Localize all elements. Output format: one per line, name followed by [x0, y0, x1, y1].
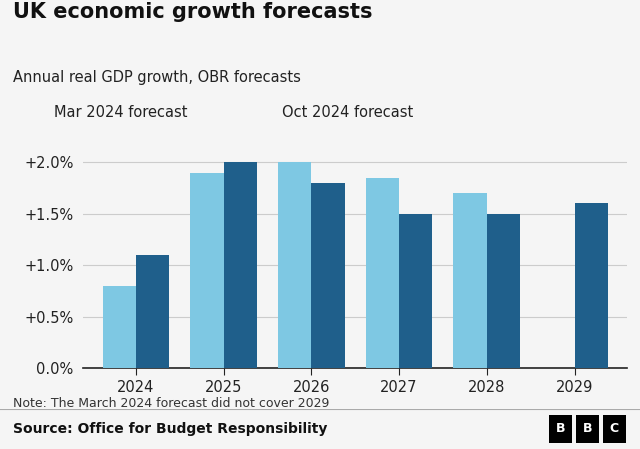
Text: Mar 2024 forecast: Mar 2024 forecast [54, 105, 188, 120]
Bar [575, 203, 608, 368]
Bar [487, 214, 520, 368]
Bar [399, 214, 433, 368]
Bar [223, 162, 257, 368]
Bar [549, 415, 572, 443]
Text: Annual real GDP growth, OBR forecasts: Annual real GDP growth, OBR forecasts [13, 70, 301, 84]
Bar [102, 286, 136, 368]
Bar [136, 255, 169, 368]
Bar [190, 172, 223, 368]
Text: C: C [610, 423, 619, 435]
Bar [311, 183, 345, 368]
Bar [278, 162, 311, 368]
Text: UK economic growth forecasts: UK economic growth forecasts [13, 2, 372, 22]
Text: B: B [556, 423, 565, 435]
Text: B: B [583, 423, 592, 435]
Bar [576, 415, 599, 443]
Text: Source: Office for Budget Responsibility: Source: Office for Budget Responsibility [13, 422, 327, 436]
Text: Oct 2024 forecast: Oct 2024 forecast [282, 105, 413, 120]
Bar [454, 193, 487, 368]
Bar [365, 178, 399, 368]
Bar [603, 415, 626, 443]
Text: Note: The March 2024 forecast did not cover 2029: Note: The March 2024 forecast did not co… [13, 397, 329, 410]
